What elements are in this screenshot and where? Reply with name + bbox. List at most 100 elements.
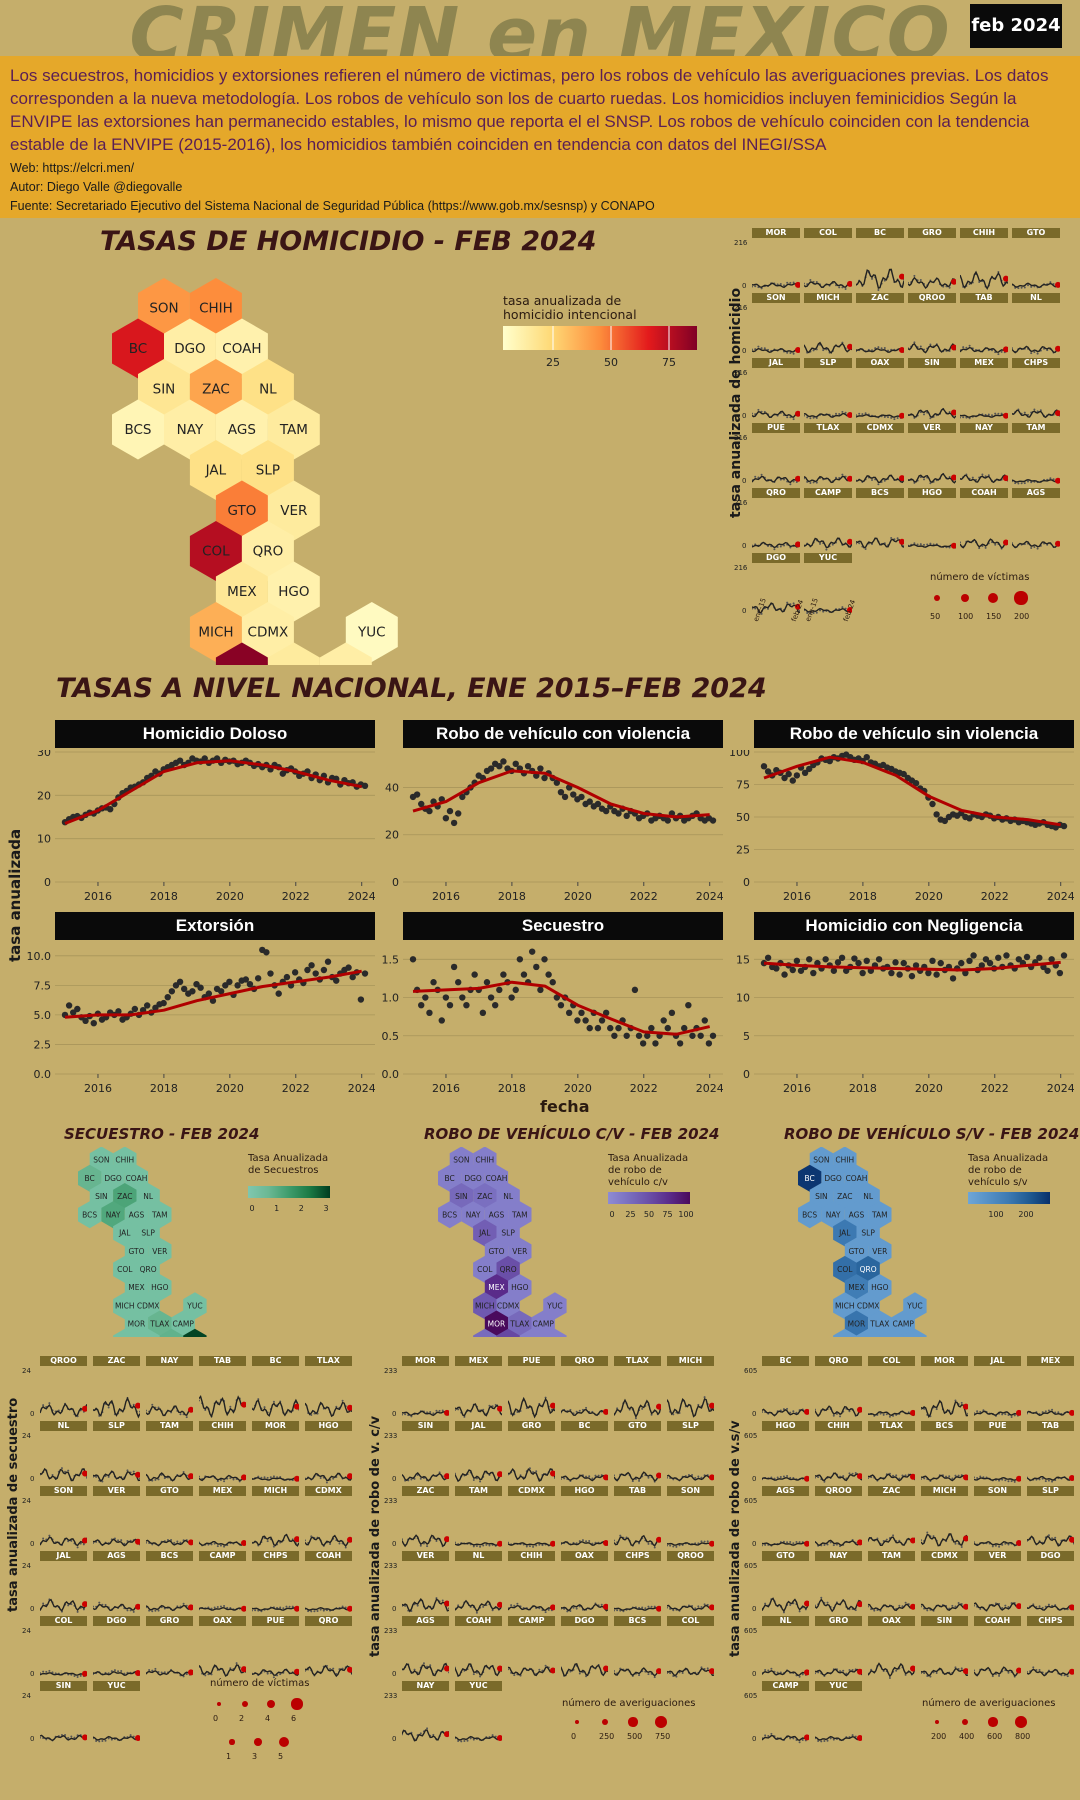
data-point <box>234 982 241 989</box>
hex-bc: BC <box>798 1164 822 1192</box>
data-point <box>594 1024 602 1032</box>
multiple-label-tam: TAM <box>455 1486 502 1496</box>
hex-col: COL <box>113 1255 137 1283</box>
multiple-label-nl: NL <box>455 1551 502 1561</box>
data-point <box>496 762 503 770</box>
data-point <box>986 959 994 967</box>
data-point <box>781 774 788 782</box>
multiple-plot-yuc <box>815 1734 862 1743</box>
multiple-plot-nay <box>815 1596 862 1613</box>
hex-slp: SLP <box>241 440 294 500</box>
svg-text:COL: COL <box>117 1265 133 1274</box>
hex-gto: GTO <box>844 1237 869 1265</box>
y-tick: 0.0 <box>34 1068 52 1081</box>
multiple-label-chih: CHIH <box>960 228 1008 238</box>
data-point <box>970 952 977 959</box>
multiple-label-ags: AGS <box>762 1486 809 1496</box>
hex-ver: VER <box>868 1237 892 1265</box>
multiple-ymax: 216 <box>734 369 748 377</box>
data-point <box>357 996 365 1003</box>
data-point <box>660 1017 667 1024</box>
multiple-plot-tam <box>1012 477 1060 485</box>
x-tick: 2016 <box>432 1082 460 1095</box>
multiple-label-chih: CHIH <box>508 1551 555 1561</box>
national-chart-2: 0 25 50 75 100 2016 2018 2020 2022 2024 <box>729 750 1074 903</box>
multiple-ymin: 0 <box>752 1410 757 1418</box>
data-point <box>189 988 196 995</box>
multiple-ymax: 24 <box>22 1367 31 1375</box>
hex-nl: NL <box>856 1183 880 1210</box>
data-point <box>107 806 114 813</box>
multiple-label-tlax: TLAX <box>804 423 852 433</box>
data-point <box>826 757 833 765</box>
data-point <box>430 979 437 986</box>
multiple-plot-bcs <box>146 1602 193 1613</box>
hex-camp: CAMP <box>531 1310 555 1337</box>
svg-text:MOR: MOR <box>128 1320 146 1329</box>
multiple-label-qro: QRO <box>305 1616 352 1626</box>
data-point <box>941 817 949 825</box>
multiple-label-oax: OAX <box>199 1616 246 1626</box>
multiple-ymax: 605 <box>744 1562 758 1570</box>
small-maps-row: SECUESTRO - FEB 2024 SON CHIH BC DGO COAH SIN Z… <box>0 1125 1080 1337</box>
multiple-label-sin: SIN <box>921 1616 968 1626</box>
small-map-title: ROBO DE VEHÍCULO C/V - FEB 2024 <box>424 1125 720 1143</box>
x-tick: 2022 <box>981 890 1009 903</box>
y-tick: 10 <box>736 992 750 1005</box>
y-tick: 10 <box>37 833 51 846</box>
national-xlabel: fecha <box>540 1097 590 1116</box>
size-legend-label: 50 <box>930 612 941 621</box>
svg-text:MOR: MOR <box>848 1320 866 1329</box>
multiple-label-chps: CHPS <box>1012 358 1060 368</box>
multiple-label-cdmx: CDMX <box>305 1486 352 1496</box>
homicide-small-multiples: MOR 216 0 COL BC GRO CHIH GTO SON 216 0 MICH ZAC QROO… <box>734 228 1077 658</box>
hex-qro: QRO <box>136 1255 160 1283</box>
multiple-plot-son <box>667 1540 714 1548</box>
multiple-plot-nl <box>40 1467 87 1482</box>
legend-tick: 100 <box>988 1210 1003 1219</box>
multiple-label-coah: COAH <box>305 1551 352 1561</box>
y-tick: 0 <box>743 876 750 889</box>
hex-bc: BC <box>112 318 164 379</box>
multiple-plot-qroo <box>815 1539 862 1548</box>
data-point <box>180 985 188 993</box>
web-link[interactable]: Web: https://elcri.men/ <box>10 161 135 175</box>
data-point <box>689 1032 696 1039</box>
y-tick: 5.0 <box>34 1009 52 1022</box>
size-legend-dot <box>987 592 999 604</box>
hex-gto: GTO <box>484 1237 509 1265</box>
hex-qroo: QROO <box>903 1328 927 1337</box>
multiple-label-pue: PUE <box>252 1616 299 1626</box>
data-point <box>789 966 796 974</box>
multiple-ymax: 24 <box>22 1627 31 1635</box>
bottom-multiples-ylabel: tasa anualizada de secuestro <box>6 1397 21 1612</box>
x-tick: 2020 <box>564 1082 592 1095</box>
multiple-plot-dgo <box>93 1669 140 1677</box>
x-tick: 2016 <box>84 1082 112 1095</box>
multiple-label-col: COL <box>667 1616 714 1626</box>
data-point <box>246 980 254 988</box>
multiple-label-mich: MICH <box>252 1486 299 1496</box>
data-point <box>131 1005 139 1013</box>
data-point <box>549 979 556 986</box>
hex-tam: TAM <box>267 399 320 460</box>
svg-text:NL: NL <box>259 382 277 398</box>
data-point <box>937 959 944 967</box>
svg-text:CDMX: CDMX <box>248 625 289 641</box>
hex-tab: TAB <box>159 1328 184 1337</box>
data-point <box>586 1024 593 1032</box>
hex-cdmx: CDMX <box>496 1292 520 1320</box>
multiple-plot-oax <box>199 1662 246 1677</box>
size-legend-dot <box>266 1699 276 1709</box>
data-point <box>304 966 311 974</box>
svg-text:SLP: SLP <box>861 1229 875 1238</box>
svg-text:DGO: DGO <box>464 1174 482 1183</box>
multiple-label-dgo: DGO <box>1027 1551 1074 1561</box>
x-tick: 2024 <box>348 890 375 903</box>
multiple-label-cdmx: CDMX <box>856 423 904 433</box>
multiple-plot-bc <box>252 1398 299 1417</box>
multiple-plot-tab <box>1027 1475 1074 1483</box>
x-tick: 2018 <box>498 890 526 903</box>
svg-text:TAM: TAM <box>871 1210 888 1219</box>
multiple-ymin: 0 <box>30 1410 35 1418</box>
